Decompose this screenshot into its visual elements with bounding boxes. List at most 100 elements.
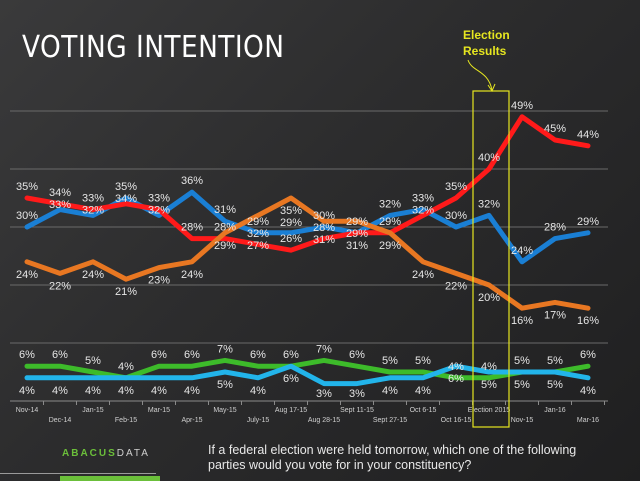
data-label: 35% (115, 181, 137, 193)
data-label: 6% (349, 349, 365, 361)
data-label: 4% (580, 385, 596, 397)
series-line-1 (24, 114, 591, 253)
x-tick-label: Oct 16-15 (441, 417, 472, 424)
data-label: 40% (478, 152, 500, 164)
annotation-line-2: Results (463, 44, 507, 58)
data-label: 24% (412, 269, 434, 281)
data-label: 5% (514, 379, 530, 391)
data-label: 21% (115, 286, 137, 298)
x-tick-label: Apr-15 (181, 417, 202, 424)
data-label: 24% (82, 269, 104, 281)
data-label: 27% (247, 240, 269, 252)
data-label: 7% (217, 343, 233, 355)
data-label: 30% (16, 210, 38, 222)
data-label: 29% (346, 216, 368, 228)
data-label: 5% (547, 379, 563, 391)
x-tick-label: Election 2015 (468, 407, 511, 414)
x-tick-label: Aug 28-15 (308, 417, 340, 424)
data-label: 35% (16, 181, 38, 193)
data-label: 4% (118, 385, 134, 397)
x-tick-label: Mar-16 (577, 417, 599, 424)
data-label: 6% (19, 349, 35, 361)
data-label: 5% (547, 355, 563, 367)
logo-part-1: ABACUS (62, 448, 117, 459)
data-label: 4% (151, 385, 167, 397)
logo-bar (60, 476, 160, 481)
data-label: 29% (214, 240, 236, 252)
data-label: 29% (280, 217, 302, 229)
data-label: 32% (478, 198, 500, 210)
x-tick-label: Jan-15 (82, 407, 104, 414)
data-label: 22% (49, 280, 71, 292)
data-label: 24% (511, 245, 533, 257)
data-label: 28% (214, 222, 236, 234)
data-label: 29% (247, 216, 269, 228)
data-label: 31% (346, 240, 368, 252)
data-label: 35% (280, 205, 302, 217)
data-label: 4% (448, 361, 464, 373)
x-tick-label: Jan-16 (544, 407, 566, 414)
data-label: 32% (148, 205, 170, 217)
data-label: 33% (148, 193, 170, 205)
data-label: 4% (184, 385, 200, 397)
data-label: 30% (313, 210, 335, 222)
x-tick-label: May-15 (213, 407, 236, 414)
x-tick-label: Sept 27-15 (373, 417, 407, 424)
annotation-line-1: Election (463, 28, 510, 42)
data-label: 30% (445, 210, 467, 222)
data-label: 4% (250, 385, 266, 397)
data-label: 3% (316, 388, 332, 400)
data-label: 17% (544, 309, 566, 321)
series-line-0 (24, 189, 591, 265)
data-label: 35% (445, 181, 467, 193)
data-label: 4% (481, 361, 497, 373)
x-tick-label: July-15 (247, 417, 270, 424)
data-label: 4% (415, 385, 431, 397)
data-label: 5% (481, 379, 497, 391)
data-label: 6% (250, 349, 266, 361)
data-label: 5% (382, 355, 398, 367)
data-label: 16% (577, 315, 599, 327)
data-label: 7% (316, 343, 332, 355)
data-label: 6% (580, 349, 596, 361)
data-label: 28% (181, 222, 203, 234)
survey-question: If a federal election were held tomorrow… (208, 443, 577, 472)
data-label: 4% (52, 385, 68, 397)
x-tick-label: Feb-15 (115, 417, 137, 424)
data-label: 23% (148, 275, 170, 287)
data-label: 6% (283, 349, 299, 361)
data-label: 6% (448, 373, 464, 385)
data-label: 32% (412, 205, 434, 217)
x-tick-label: Dec-14 (49, 417, 72, 424)
data-label: 33% (82, 193, 104, 205)
data-label: 20% (478, 292, 500, 304)
election-highlight-box (472, 90, 510, 428)
data-label: 28% (313, 222, 335, 234)
x-tick-label: Sept 11-15 (340, 407, 374, 414)
data-label: 5% (217, 379, 233, 391)
data-label: 32% (247, 228, 269, 240)
data-label: 31% (214, 204, 236, 216)
data-label: 49% (511, 100, 533, 112)
x-tick-label: Nov-14 (16, 407, 39, 414)
data-label: 32% (379, 198, 401, 210)
data-label: 24% (16, 269, 38, 281)
data-label: 24% (181, 269, 203, 281)
data-label: 29% (379, 216, 401, 228)
data-label: 33% (412, 193, 434, 205)
data-label: 45% (544, 123, 566, 135)
arrow-head-icon (487, 83, 496, 93)
data-label: 28% (544, 222, 566, 234)
abacus-data-logo: ABACUSDATA (62, 448, 150, 459)
data-label: 5% (415, 355, 431, 367)
data-label: 6% (52, 349, 68, 361)
x-tick-label: Oct 6-15 (410, 407, 437, 414)
x-tick-label: Nov-15 (511, 417, 534, 424)
series-line-2 (24, 195, 591, 311)
data-label: 5% (85, 355, 101, 367)
data-label: 33% (49, 199, 71, 211)
data-label: 29% (379, 240, 401, 252)
data-label: 6% (283, 373, 299, 385)
x-tick-label: Aug 17-15 (275, 407, 307, 414)
